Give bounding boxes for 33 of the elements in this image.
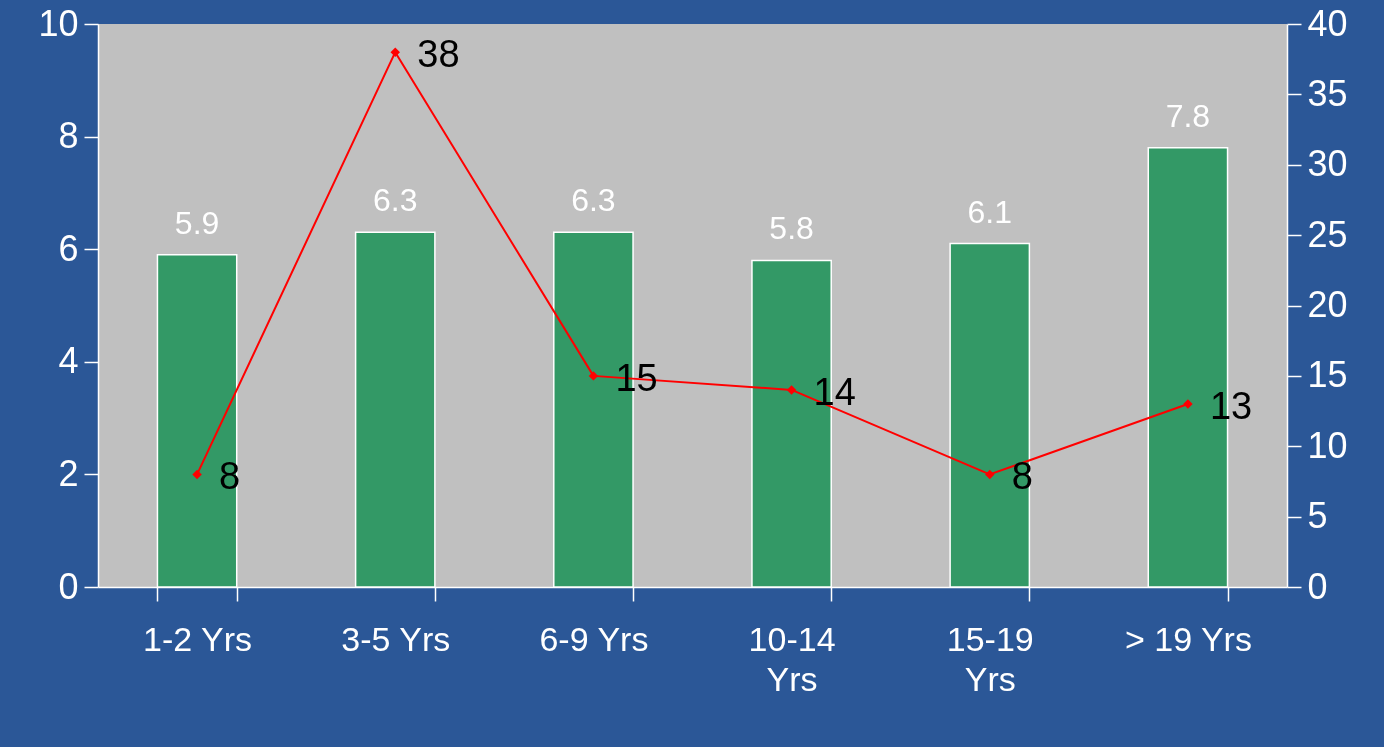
y2-tick-label: 35 — [1307, 72, 1348, 114]
y-tick-label: 0 — [58, 565, 79, 607]
y-tick-label: 8 — [58, 115, 79, 157]
y2-tick-label: 10 — [1307, 424, 1348, 466]
point — [786, 385, 797, 395]
data-label: 6.3 — [373, 182, 418, 219]
x-tick-label: > 19 Yrs — [1124, 619, 1252, 658]
y2-tick-label: 25 — [1307, 213, 1348, 255]
y2-tick-label: 40 — [1307, 2, 1348, 44]
data-label: 5.8 — [769, 210, 814, 247]
point — [390, 47, 400, 57]
point — [192, 469, 202, 480]
data-label: 38 — [417, 33, 460, 76]
point — [985, 469, 995, 480]
data-label: 5.9 — [174, 204, 220, 241]
y-tick-label: 6 — [58, 227, 79, 269]
y2-tick-label: 15 — [1307, 354, 1348, 396]
y-tick-label: 10 — [38, 2, 79, 44]
x-tick-label: 10-14 Yrs — [748, 619, 836, 698]
x-tick-label: 1-2 Yrs — [143, 619, 253, 658]
y2-tick-label: 0 — [1307, 565, 1328, 607]
y-tick-label: 2 — [58, 452, 79, 494]
x-tick-label: 15-19 Yrs — [946, 619, 1034, 698]
data-label: 7.8 — [1165, 97, 1211, 134]
y-tick-label: 4 — [58, 340, 79, 382]
data-label: 6.1 — [967, 193, 1012, 230]
y2-tick-label: 20 — [1307, 284, 1348, 325]
x-tick-label: 3-5 Yrs — [341, 619, 451, 658]
x-tick-label: 6-9 Yrs — [539, 619, 649, 658]
y2-tick-label: 5 — [1307, 495, 1328, 537]
point — [588, 371, 599, 381]
y2-tick-label: 30 — [1307, 143, 1348, 185]
data-label: 6.3 — [571, 182, 616, 219]
